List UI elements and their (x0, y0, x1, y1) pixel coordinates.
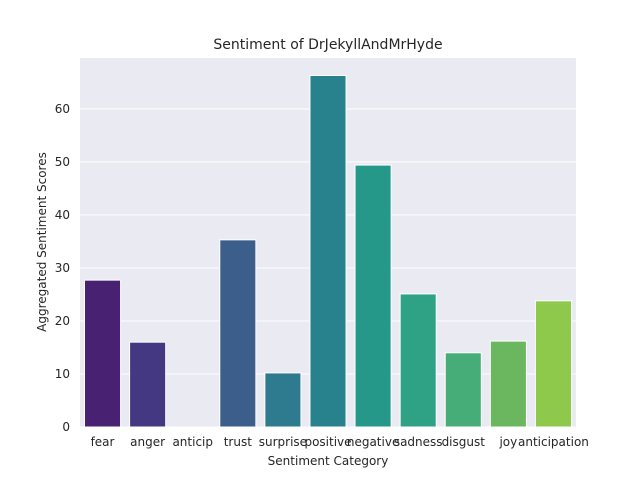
y-tick-label: 40 (55, 208, 70, 222)
bar-anger (129, 341, 167, 428)
x-tick-label-anticip: anticip (172, 435, 213, 449)
x-tick-label-joy: joy (498, 435, 517, 449)
y-tick-label: 60 (55, 102, 70, 116)
x-tick-label-anticipation: anticipation (518, 435, 589, 449)
bar-sadness (399, 293, 437, 428)
chart-title: Sentiment of DrJekyllAndMrHyde (213, 37, 442, 53)
x-axis-label: Sentiment Category (268, 454, 389, 468)
bars (84, 74, 572, 428)
bar-surprise (264, 372, 302, 428)
bar-negative (354, 164, 392, 428)
y-tick-label: 10 (55, 367, 70, 381)
x-tick-label-trust: trust (224, 435, 252, 449)
bar-trust (219, 239, 257, 428)
y-tick-label: 0 (62, 420, 70, 434)
x-tick-label-anger: anger (130, 435, 165, 449)
x-tick-label-disgust: disgust (442, 435, 486, 449)
bar-anticipation (534, 300, 572, 428)
bar-positive (309, 74, 347, 428)
bar-joy (489, 340, 527, 428)
y-tick-label: 50 (55, 155, 70, 169)
bar-fear (84, 279, 122, 428)
x-tick-label-sadness: sadness (394, 435, 443, 449)
bar-disgust (444, 352, 482, 428)
x-tick-label-positive: positive (304, 435, 351, 449)
y-tick-labels: 0 10 20 30 40 50 60 (55, 102, 70, 434)
x-tick-labels: fear anger anticip trust surprisepositiveneg… (91, 435, 589, 449)
y-axis-label: Aggregated Sentiment Scores (35, 152, 49, 332)
x-tick-label-fear: fear (91, 435, 115, 449)
x-tick-label-negative: negative (347, 435, 399, 449)
y-tick-label: 30 (55, 261, 70, 275)
x-tick-label-surprise: surprise (259, 435, 307, 449)
y-tick-label: 20 (55, 314, 70, 328)
